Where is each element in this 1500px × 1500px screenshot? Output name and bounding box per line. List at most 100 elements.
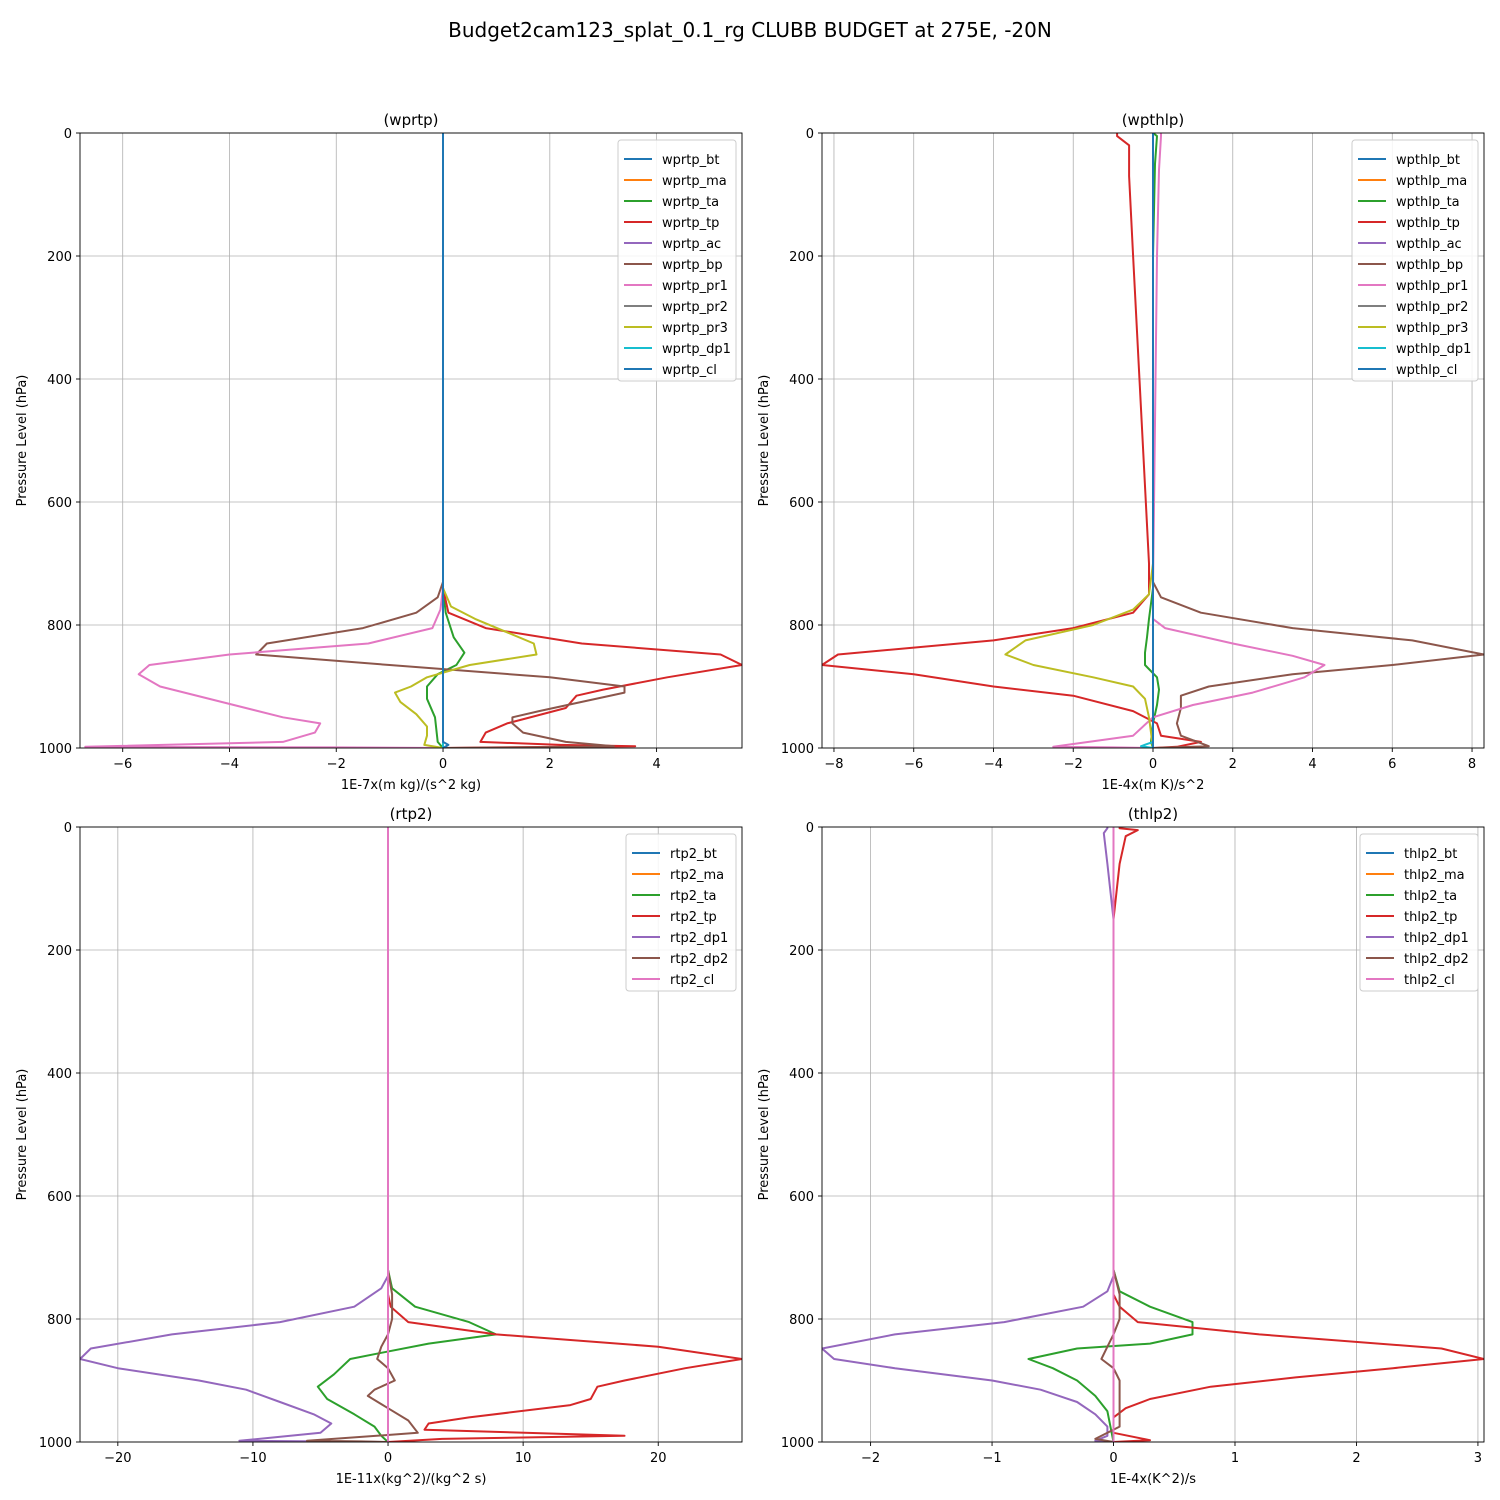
x-tick-label: 4: [652, 757, 660, 772]
y-tick-label: 600: [47, 1190, 72, 1205]
x-tick-label: 0: [384, 1451, 392, 1466]
x-tick-label: −4: [984, 757, 1003, 772]
y-tick-label: 800: [789, 619, 814, 634]
legend: thlp2_bt thlp2_ma thlp2_ta thlp2_tp thlp2_dp…: [1359, 833, 1479, 992]
y-tick-label: 200: [47, 250, 72, 265]
series-line-rtp2_dp1: [80, 827, 389, 1442]
x-axis-label: 1E-4x(m K)/s^2: [1102, 778, 1205, 793]
series-line-rtp2_dp2: [306, 827, 419, 1442]
panel-1: −6 −4 −2 0 2 4 0 200 400 600 800 1000 (wprtp) 1E-7x(m…: [15, 111, 743, 793]
legend-label: wpthlp_pr2: [1396, 300, 1468, 315]
series-line-wpthlp_bp: [1152, 133, 1484, 748]
legend-label: thlp2_dp1: [1404, 931, 1469, 946]
legend-label: wpthlp_ta: [1396, 195, 1460, 210]
legend-label: wprtp_bt: [662, 153, 719, 168]
y-tick-label: 1000: [39, 1436, 72, 1451]
series-group: [822, 827, 1484, 1442]
series-line-wprtp_pr3: [394, 133, 538, 748]
legend-label: wprtp_bp: [662, 258, 723, 273]
legend-label: rtp2_ta: [670, 889, 717, 904]
legend-label: wprtp_tp: [662, 216, 719, 231]
legend-label: thlp2_cl: [1404, 973, 1455, 988]
legend-label: rtp2_cl: [670, 973, 714, 988]
series-line-rtp2_ta: [316, 827, 498, 1442]
panel-4: −2 −1 0 1 2 3 0 200 400 600 800 1000 (thlp2) 1E-4x(K^…: [757, 805, 1485, 1487]
y-tick-label: 0: [806, 127, 814, 142]
x-tick-label: 1: [1231, 1451, 1239, 1466]
x-tick-label: −6: [904, 757, 923, 772]
panel-2: −8 −6 −4 −2 0 2 4 6 8 0 200 400 600 800 1000 (wpthlp) 1E…: [757, 111, 1485, 793]
legend-label: wprtp_dp1: [662, 342, 731, 357]
x-tick-label: −2: [1064, 757, 1083, 772]
panel-title: (wpthlp): [1122, 111, 1185, 129]
y-tick-label: 0: [64, 127, 72, 142]
x-tick-label: 10: [515, 1451, 532, 1466]
y-tick-label: 1000: [39, 742, 72, 757]
legend-label: rtp2_bt: [670, 847, 717, 862]
y-tick-label: 200: [789, 250, 814, 265]
x-axis-label: 1E-7x(m kg)/(s^2 kg): [341, 778, 481, 793]
y-tick-label: 1000: [781, 742, 814, 757]
x-tick-label: −2: [327, 757, 346, 772]
series-line-wprtp_tp: [442, 133, 742, 748]
y-tick-label: 200: [789, 944, 814, 959]
series-line-thlp2_ta: [1027, 827, 1194, 1442]
legend-label: wprtp_cl: [662, 363, 717, 378]
panel-3: −20 −10 0 10 2002004006008001000(rtp2)1E-11x…: [15, 805, 743, 1487]
legend-label: thlp2_ma: [1404, 868, 1465, 883]
x-tick-label: 2: [1229, 757, 1237, 772]
y-tick-label: 600: [47, 496, 72, 511]
legend-label: wpthlp_dp1: [1396, 342, 1471, 357]
y-axis-label: Pressure Level (hPa): [757, 1069, 772, 1201]
x-tick-label: −4: [220, 757, 239, 772]
legend-label: wpthlp_ac: [1396, 237, 1462, 252]
plot-frame: [821, 132, 1485, 749]
y-tick-label: 200: [47, 944, 72, 959]
plot-frame: [79, 826, 743, 1443]
legend-label: wpthlp_tp: [1396, 216, 1460, 231]
y-axis-label: Pressure Level (hPa): [757, 375, 772, 507]
y-tick-label: 400: [47, 1067, 72, 1082]
x-tick-label: 6: [1388, 757, 1396, 772]
series-line-wprtp_cl: [442, 133, 450, 748]
legend-label: thlp2_ta: [1404, 889, 1457, 904]
x-axis-label: 1E-4x(K^2)/s: [1110, 1472, 1196, 1487]
x-axis-label: 1E-11x(kg^2)/(kg^2 s): [336, 1472, 487, 1487]
legend-label: wpthlp_pr1: [1396, 279, 1468, 294]
x-tick-label: 8: [1468, 757, 1476, 772]
x-tick-label: −6: [113, 757, 132, 772]
y-tick-label: 400: [789, 373, 814, 388]
legend-label: wprtp_ta: [662, 195, 719, 210]
y-tick-label: 800: [47, 1313, 72, 1328]
x-tick-label: 0: [1109, 1451, 1117, 1466]
y-axis-label: Pressure Level (hPa): [15, 375, 30, 507]
legend-label: wprtp_pr1: [662, 279, 728, 294]
panel-title: (thlp2): [1128, 805, 1178, 823]
x-tick-label: 4: [1308, 757, 1316, 772]
x-tick-label: 3: [1474, 1451, 1482, 1466]
plot-frame: [821, 826, 1485, 1443]
series-group: [822, 133, 1484, 748]
x-tick-label: −10: [239, 1451, 266, 1466]
legend: rtp2_bt rtp2_ma rtp2_ta rtp2_tp rtp2_dp1 rtp2…: [625, 833, 737, 992]
series-line-thlp2_dp1: [822, 827, 1115, 1442]
legend-label: wpthlp_ma: [1396, 174, 1467, 189]
legend-label: thlp2_tp: [1404, 910, 1457, 925]
legend-label: wprtp_ac: [662, 237, 721, 252]
series-line-wprtp_ta: [426, 133, 466, 748]
legend-label: wpthlp_bt: [1396, 153, 1460, 168]
legend-label: wpthlp_pr3: [1396, 321, 1468, 336]
y-tick-label: 0: [64, 821, 72, 836]
legend-label: wprtp_pr3: [662, 321, 728, 336]
legend-label: thlp2_dp2: [1404, 952, 1469, 967]
y-tick-label: 0: [806, 821, 814, 836]
legend-label: wpthlp_bp: [1396, 258, 1463, 273]
series-group: [80, 827, 742, 1442]
legend-label: rtp2_dp2: [670, 952, 728, 967]
legend-label: wpthlp_cl: [1396, 363, 1457, 378]
x-tick-label: 2: [1352, 1451, 1360, 1466]
x-tick-label: −1: [982, 1451, 1001, 1466]
y-axis-label: Pressure Level (hPa): [15, 1069, 30, 1201]
x-tick-label: 2: [546, 757, 554, 772]
